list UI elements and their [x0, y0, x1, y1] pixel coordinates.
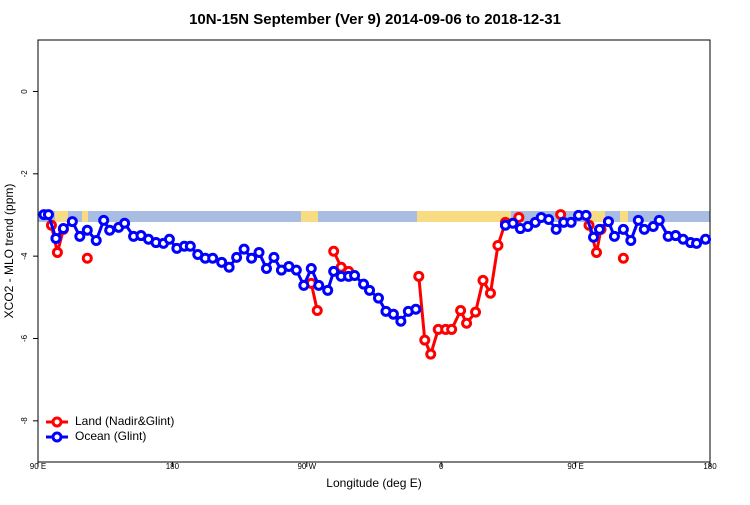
data-point — [387, 308, 399, 320]
data-point — [543, 214, 555, 226]
data-point — [625, 235, 637, 247]
ocean-band — [38, 211, 710, 222]
data-point — [223, 261, 235, 273]
legend-marker — [51, 431, 63, 443]
data-point — [268, 251, 280, 263]
land-patch — [55, 211, 68, 222]
land-patch — [301, 211, 318, 222]
x-tick-label: 90 E — [30, 462, 46, 471]
legend-marker — [51, 416, 63, 428]
y-tick-label: 0 — [20, 89, 29, 94]
data-point — [81, 224, 93, 236]
legend-entry: Ocean (Glint) — [46, 429, 146, 443]
data-point — [588, 231, 600, 243]
data-point — [455, 304, 467, 316]
data-point — [358, 278, 370, 290]
x-tick-label: 0 — [439, 462, 444, 471]
data-point — [66, 216, 78, 228]
plot-frame — [37, 39, 711, 463]
y-tick-label: -4 — [20, 252, 29, 260]
data-point — [492, 239, 504, 251]
x-tick-label: 180 — [703, 462, 717, 471]
data-point — [470, 306, 482, 318]
legend-entry: Land (Nadir&Glint) — [46, 414, 174, 428]
legend-label: Land (Nadir&Glint) — [75, 414, 174, 428]
data-point — [591, 246, 603, 258]
data-point — [305, 262, 317, 274]
data-point — [349, 269, 361, 281]
data-point — [395, 315, 407, 327]
data-point — [104, 224, 116, 236]
data-point — [364, 284, 376, 296]
data-point — [290, 264, 302, 276]
data-point — [608, 230, 620, 242]
data-point — [184, 240, 196, 252]
data-point — [565, 216, 577, 228]
data-point — [484, 287, 496, 299]
data-point — [81, 252, 93, 264]
data-point — [90, 235, 102, 247]
data-point — [700, 233, 712, 245]
data-point — [207, 252, 219, 264]
data-point — [253, 246, 265, 258]
data-point — [328, 245, 340, 257]
x-tick-label: 180 — [166, 462, 180, 471]
data-point — [413, 270, 425, 282]
data-point — [246, 252, 258, 264]
data-point — [260, 262, 272, 274]
data-point — [653, 214, 665, 226]
legend-label: Ocean (Glint) — [75, 429, 146, 443]
land-patch — [590, 211, 605, 222]
data-point — [425, 348, 437, 360]
data-point — [550, 223, 562, 235]
data-point — [298, 279, 310, 291]
data-point — [580, 209, 592, 221]
data-point — [216, 256, 228, 268]
y-tick-label: -2 — [20, 170, 29, 178]
data-point — [617, 223, 629, 235]
land-patch — [82, 211, 88, 222]
data-point — [313, 279, 325, 291]
land-patch — [417, 211, 511, 222]
data-point — [602, 216, 614, 228]
y-axis-label: XCO2 - MLO trend (ppm) — [2, 184, 16, 319]
chart-title: 10N-15N September (Ver 9) 2014-09-06 to … — [189, 11, 561, 28]
data-point — [477, 274, 489, 286]
land-patch — [620, 211, 628, 222]
data-point — [647, 221, 659, 233]
data-point — [238, 243, 250, 255]
series — [38, 209, 712, 327]
x-tick-label: 90 E — [567, 462, 583, 471]
data-point — [50, 232, 62, 244]
data-point — [419, 334, 431, 346]
land-mask-band — [38, 211, 710, 222]
data-point — [507, 217, 519, 229]
data-point — [51, 246, 63, 258]
data-point — [410, 303, 422, 315]
data-point — [461, 317, 473, 329]
data-point — [372, 292, 384, 304]
data-point — [328, 265, 340, 277]
data-point — [638, 223, 650, 235]
data-point — [322, 284, 334, 296]
x-tick-label: 90 W — [297, 462, 316, 471]
data-point — [632, 214, 644, 226]
data-point — [163, 233, 175, 245]
data-point — [617, 252, 629, 264]
data-point — [446, 323, 458, 335]
data-point — [98, 214, 110, 226]
data-point — [691, 237, 703, 249]
y-tick-label: -6 — [20, 334, 29, 342]
y-tick-label: -8 — [20, 417, 29, 425]
data-point — [311, 304, 323, 316]
data-point — [119, 217, 131, 229]
data-point — [42, 209, 54, 221]
data-point — [593, 223, 605, 235]
data-point — [57, 223, 69, 235]
x-axis-label: Longitude (deg E) — [326, 476, 421, 490]
data-point — [231, 251, 243, 263]
data-point — [74, 230, 86, 242]
